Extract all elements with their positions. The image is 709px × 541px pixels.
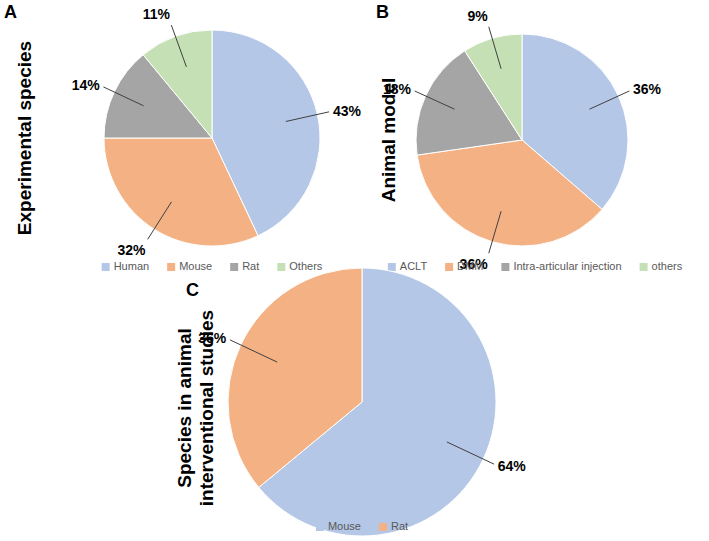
legend-label: DMM [457,260,483,272]
legend-item: Rat [379,520,408,532]
legend-swatch [640,263,648,271]
legend-label: Rat [391,520,408,532]
legend-item: Mouse [167,260,212,272]
leader-line [415,91,455,109]
legend: Human Mouse Rat Others [102,260,323,272]
leader-line [171,25,186,67]
legend-swatch [445,263,453,271]
legend-swatch [277,263,285,271]
data-label: 18% [383,81,412,97]
data-labels: 43% 32% 14% 11% [72,6,362,257]
data-label: 32% [118,242,147,258]
figure: A Experimental species 43% 32% 14% 11% Human Mo… [0,0,709,541]
legend-item: ACLT [388,260,428,272]
pie-slice [465,34,522,140]
data-labels: 36%36%18%9% [383,8,662,272]
pie-panel: A Experimental species 43% 32% 14% 11% Human Mo… [4,2,362,272]
legend: ACLT DMM Intra-articular injection others [388,260,683,272]
data-label: 36% [633,81,662,97]
slices [228,268,496,536]
title-line: Species in animal [174,328,195,487]
legend-label: Mouse [179,260,212,272]
slices [416,34,628,246]
pie-panel: BAnimal model36%36%18%9%ACLTDMMIntra-art… [376,2,683,272]
data-label: 9% [467,8,488,24]
pie-slice [143,30,212,138]
legend-item: Mouse [316,520,361,532]
panel-letter: C [186,280,199,300]
background [0,0,709,541]
legend-swatch [167,263,175,271]
legend-item: Intra-articular injection [501,260,621,272]
legend-item: Others [277,260,323,272]
legend: Mouse Rat [316,520,408,532]
legend-swatch [501,263,509,271]
legend-label: Rat [242,260,259,272]
leader-line [148,202,172,239]
legend-label: Intra-articular injection [513,260,621,272]
panel-letter: B [376,2,389,22]
leader-line [447,442,494,464]
legend-swatch [379,523,387,531]
legend-swatch [316,523,324,531]
panel-letter: A [4,2,17,22]
legend-item: Human [102,260,149,272]
legend-item: Rat [230,260,259,272]
leader-line [103,87,143,106]
leader-line [489,211,501,253]
leader-line [230,340,277,362]
slices [104,30,320,246]
data-label: 36% [198,330,227,346]
leader-line [489,27,501,69]
pie-slice [417,140,602,246]
legend-label: Others [289,260,323,272]
data-labels: 64% 36% [198,330,526,474]
legend-label: others [652,260,683,272]
pie-slice [104,138,258,246]
pie-slice [228,268,362,487]
leader-line [589,91,629,109]
data-label: 11% [143,6,171,22]
data-label: 14% [72,77,101,93]
legend-item: others [640,260,683,272]
legend-label: Mouse [328,520,361,532]
legend-label: ACLT [400,260,428,272]
legend-swatch [230,263,238,271]
pie-panel: CSpecies in animalinterventional studies… [174,268,526,536]
data-label: 64% [498,458,527,474]
leader-line [286,112,329,122]
legend-swatch [102,263,110,271]
legend-label: Human [114,260,149,272]
legend-swatch [388,263,396,271]
data-label: 43% [333,103,362,119]
legend-item: DMM [445,260,483,272]
panel-title: Experimental species [14,41,35,235]
